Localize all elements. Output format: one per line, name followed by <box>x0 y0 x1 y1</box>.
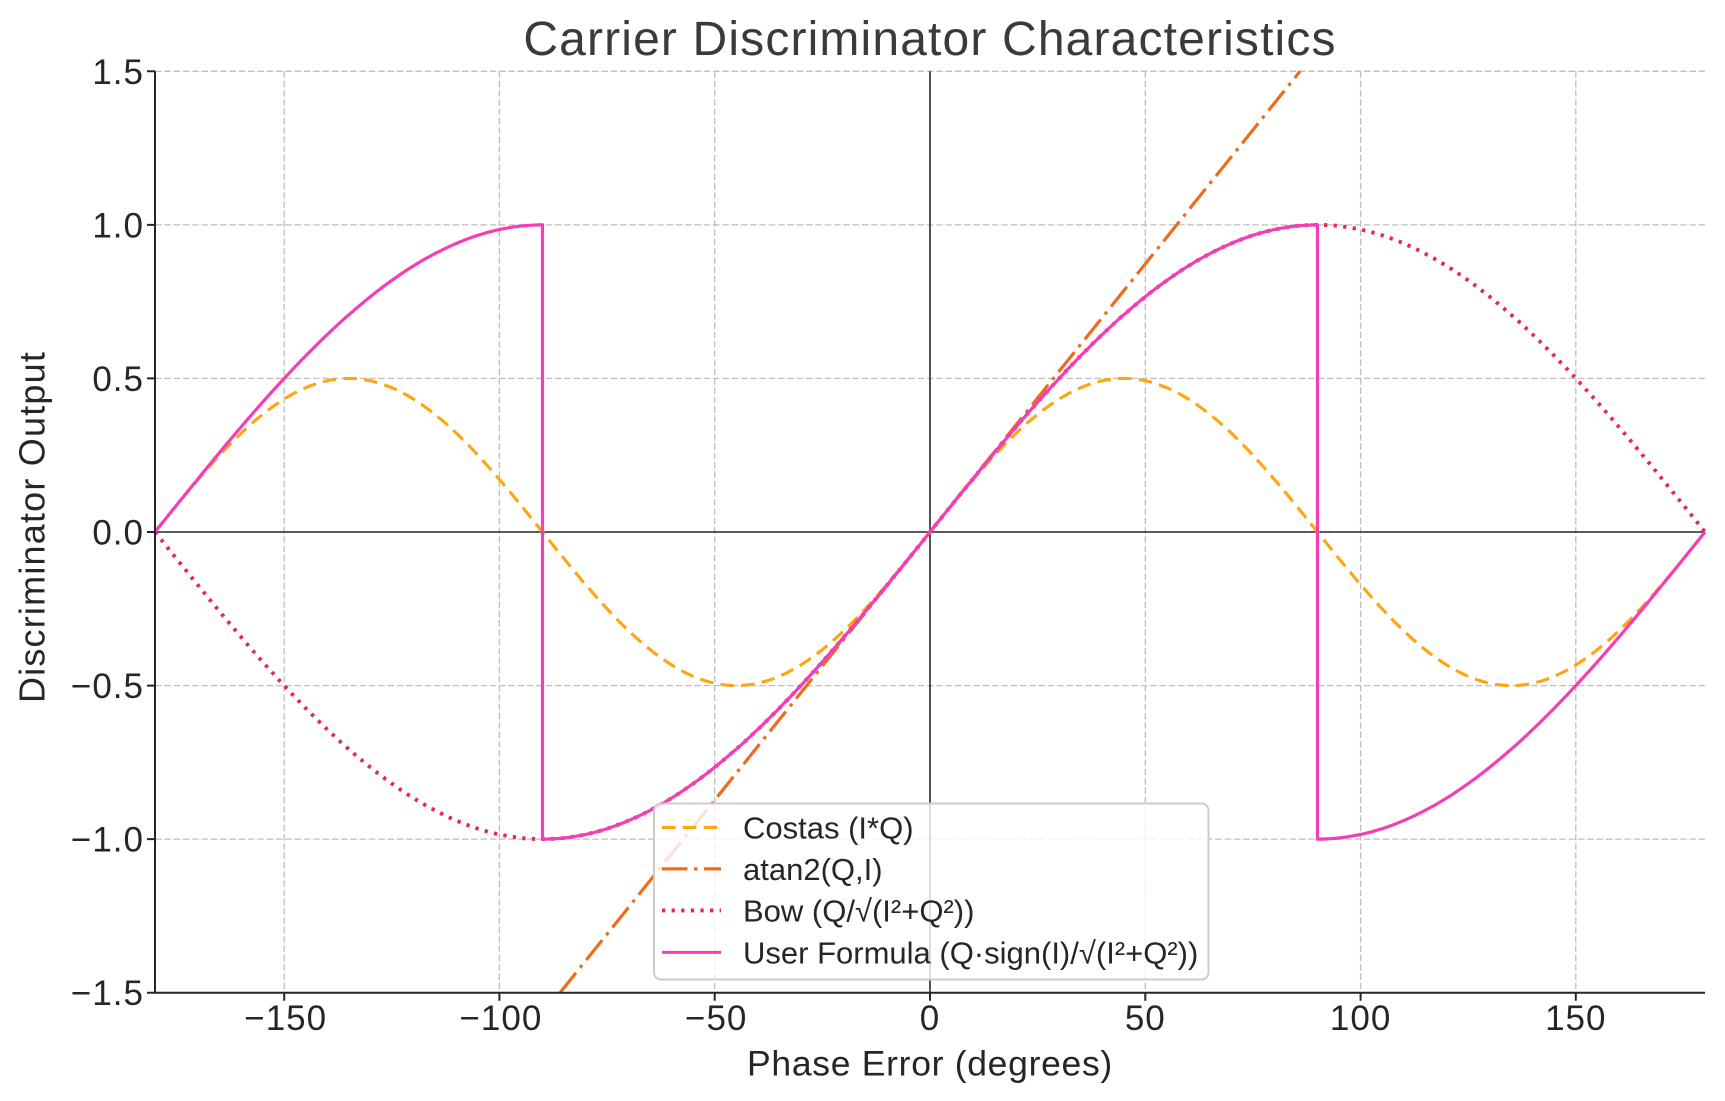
svg-text:Bow (Q/√(I²+Q²)): Bow (Q/√(I²+Q²)) <box>743 893 974 928</box>
svg-text:User Formula (Q·sign(I)/√(I²+Q: User Formula (Q·sign(I)/√(I²+Q²)) <box>743 935 1198 970</box>
svg-text:100: 100 <box>1330 999 1391 1038</box>
svg-text:150: 150 <box>1545 999 1606 1038</box>
svg-text:−50: −50 <box>685 999 747 1038</box>
svg-text:1.0: 1.0 <box>92 206 144 245</box>
svg-text:Phase Error (degrees): Phase Error (degrees) <box>747 1044 1113 1084</box>
svg-text:Carrier Discriminator Characte: Carrier Discriminator Characteristics <box>523 13 1336 66</box>
svg-text:Costas (I*Q): Costas (I*Q) <box>743 810 914 845</box>
svg-text:1.5: 1.5 <box>92 53 144 92</box>
svg-text:−1.0: −1.0 <box>71 821 144 860</box>
svg-text:50: 50 <box>1125 999 1166 1038</box>
svg-text:−100: −100 <box>459 999 542 1038</box>
svg-text:Discriminator Output: Discriminator Output <box>12 351 53 703</box>
svg-text:0.5: 0.5 <box>92 360 144 399</box>
svg-text:−150: −150 <box>244 999 327 1038</box>
svg-text:0.0: 0.0 <box>92 514 144 553</box>
svg-text:atan2(Q,I): atan2(Q,I) <box>743 852 883 887</box>
svg-text:−0.5: −0.5 <box>71 667 144 706</box>
svg-text:−1.5: −1.5 <box>71 974 144 1013</box>
svg-text:0: 0 <box>920 999 940 1038</box>
